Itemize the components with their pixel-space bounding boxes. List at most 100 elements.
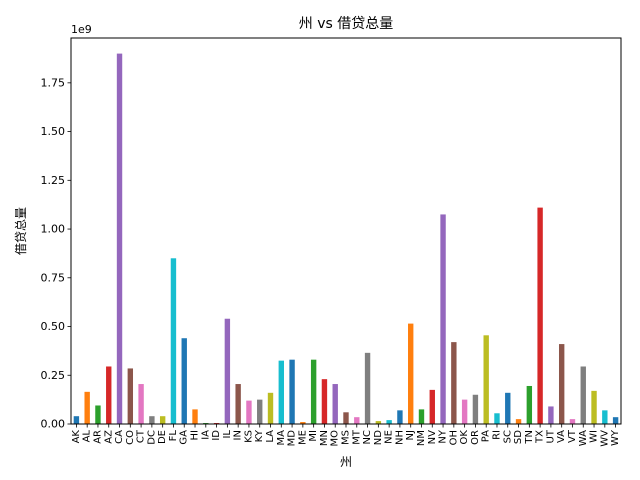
x-tick-label: CA — [114, 430, 125, 444]
x-tick-label: CT — [136, 429, 147, 443]
bar-mi — [310, 359, 317, 424]
bar-or — [472, 394, 479, 424]
bar-tx — [537, 207, 543, 424]
x-tick-label: SC — [502, 430, 513, 443]
x-tick-label: ME — [297, 430, 308, 445]
bar-ct — [138, 384, 144, 424]
bar-nm — [418, 409, 425, 424]
x-tick-label: MS — [341, 430, 352, 445]
x-tick-label: IA — [200, 430, 211, 440]
x-tick-label: WI — [589, 430, 600, 443]
x-tick-label: PA — [481, 430, 492, 442]
x-tick-label: ID — [211, 430, 222, 441]
x-tick-label: KS — [243, 430, 254, 443]
plot-frame — [70, 37, 622, 425]
x-tick-label: MT — [351, 429, 362, 445]
bar-ga — [181, 338, 187, 424]
bar-vt — [569, 419, 576, 424]
x-tick-label: CO — [125, 430, 136, 445]
bar-nc — [364, 352, 371, 424]
x-axis-ticks: AK AL AR AZ CA CO CT DC DE FL GA HI IA ID IL IN KS KY LA MA… — [71, 424, 621, 447]
x-tick-label: DE — [157, 430, 168, 444]
x-tick-label: FL — [168, 430, 179, 442]
bar-ut — [548, 406, 554, 424]
y-tick-label: 1.25 — [41, 174, 66, 187]
x-tick-label: HI — [190, 430, 201, 440]
y-axis-ticks: 0.00 0.25 0.50 0.75 1.00 1.25 1.50 1.75 — [41, 76, 71, 431]
x-tick-label: NC — [362, 430, 373, 444]
x-tick-label: MA — [276, 430, 287, 446]
bar-ak — [73, 416, 80, 424]
x-tick-label: ND — [373, 430, 384, 445]
x-tick-label: OR — [470, 430, 481, 445]
y-axis-label: 借贷总量 — [14, 207, 28, 255]
y-tick-label: 0.25 — [41, 369, 66, 382]
y-axis-multiplier: 1e9 — [71, 23, 92, 36]
bar-il — [224, 318, 231, 424]
y-tick-label: 0.00 — [41, 418, 66, 431]
x-tick-label: AZ — [103, 430, 114, 444]
x-tick-label: MD — [287, 430, 298, 447]
bar-ny — [440, 214, 446, 424]
bar-mt — [354, 417, 360, 424]
x-tick-label: UT — [545, 429, 556, 443]
bar-de — [159, 416, 166, 424]
bar-nh — [397, 410, 403, 424]
x-tick-label: AR — [92, 430, 103, 444]
bar-sd — [515, 419, 522, 424]
bar-wy — [612, 417, 619, 424]
bar-az — [106, 366, 112, 424]
x-tick-label: NM — [416, 430, 427, 446]
bar-nv — [429, 389, 435, 424]
bar-ne — [386, 420, 392, 424]
chart-title: 州 vs 借贷总量 — [299, 16, 393, 32]
x-tick-label: OH — [448, 430, 459, 445]
x-tick-label: MI — [308, 430, 319, 442]
y-tick-label: 0.75 — [41, 271, 66, 284]
bar-va — [558, 344, 565, 424]
bar-mn — [321, 379, 328, 424]
bar-md — [289, 359, 295, 424]
y-tick-label: 1.50 — [41, 125, 66, 138]
bar-nd — [375, 421, 382, 424]
x-tick-label: SD — [513, 430, 524, 444]
bar-me — [300, 422, 306, 424]
x-tick-label: TX — [535, 430, 546, 444]
bar-tn — [526, 385, 533, 424]
x-tick-label: TN — [524, 430, 535, 445]
bar-ky — [257, 399, 263, 424]
x-tick-label: LA — [265, 430, 276, 443]
x-tick-label: NH — [394, 430, 405, 445]
x-axis-label: 州 — [340, 455, 352, 469]
y-tick-label: 1.75 — [41, 76, 66, 89]
bar-wa — [580, 366, 586, 424]
x-tick-label: VA — [556, 430, 567, 443]
bar-ks — [246, 400, 252, 424]
bar-nj — [408, 323, 414, 424]
x-tick-label: AK — [71, 430, 82, 444]
x-tick-label: MO — [330, 430, 341, 447]
bar-la — [267, 392, 274, 424]
x-tick-label: WV — [599, 430, 610, 447]
bar-ri — [494, 413, 500, 424]
bar-mo — [332, 384, 338, 424]
y-tick-label: 1.00 — [41, 223, 66, 236]
bar-al — [84, 391, 90, 424]
bar-ms — [343, 412, 349, 424]
bar-hi — [192, 409, 198, 424]
bar-fl — [170, 258, 177, 424]
bar-in — [235, 384, 241, 424]
bar-dc — [149, 416, 155, 424]
x-tick-label: VT — [567, 429, 578, 443]
x-tick-label: WY — [610, 429, 621, 446]
bar-ar — [95, 405, 101, 424]
x-tick-label: WA — [578, 430, 589, 446]
x-tick-label: NY — [438, 429, 449, 443]
bar-ma — [278, 360, 284, 424]
bar-co — [127, 368, 134, 424]
bar-pa — [483, 335, 489, 424]
x-tick-label: IN — [233, 430, 244, 440]
bar-sc — [505, 392, 511, 424]
bar-oh — [451, 342, 457, 424]
